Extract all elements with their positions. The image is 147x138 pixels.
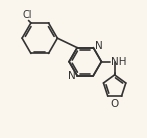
Text: Cl: Cl: [23, 10, 32, 19]
Text: O: O: [111, 99, 119, 109]
Text: N: N: [68, 71, 76, 81]
Text: NH: NH: [111, 57, 127, 67]
Text: N: N: [95, 42, 103, 51]
